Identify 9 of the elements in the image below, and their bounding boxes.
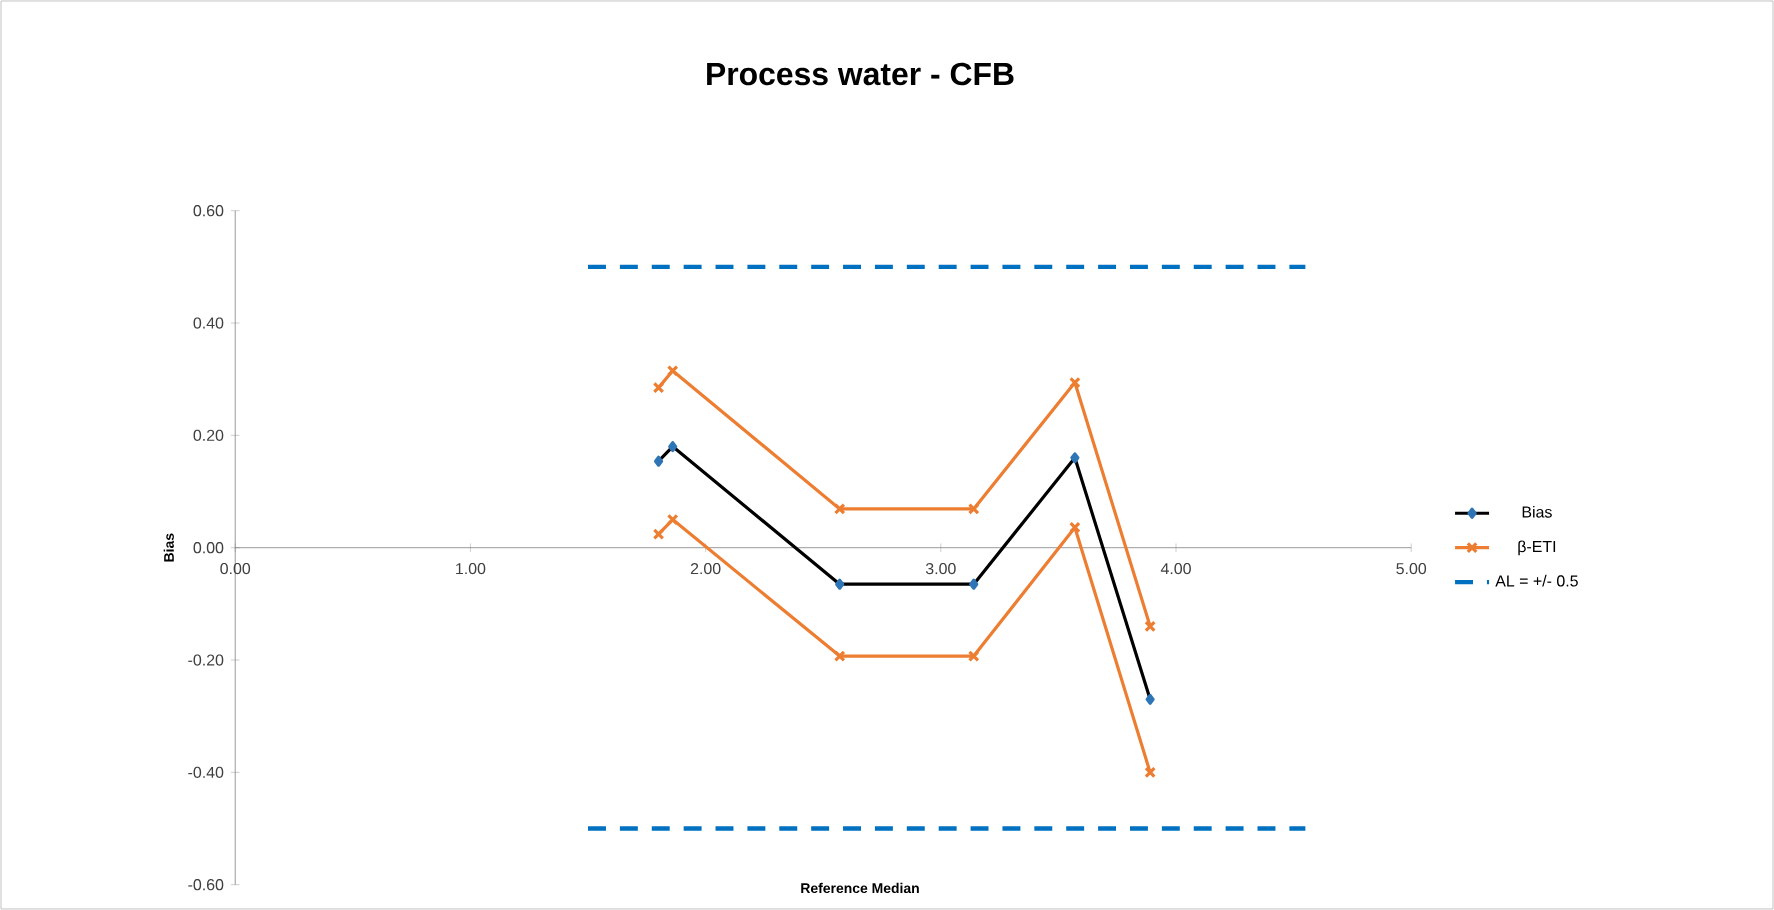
point [967, 650, 980, 662]
point [833, 650, 846, 662]
chart-title: Process water - CFB [707, 62, 1014, 86]
point [1069, 521, 1081, 534]
point [833, 503, 846, 515]
point [1069, 376, 1081, 389]
point [666, 364, 679, 377]
point [666, 513, 679, 526]
point [967, 503, 980, 515]
